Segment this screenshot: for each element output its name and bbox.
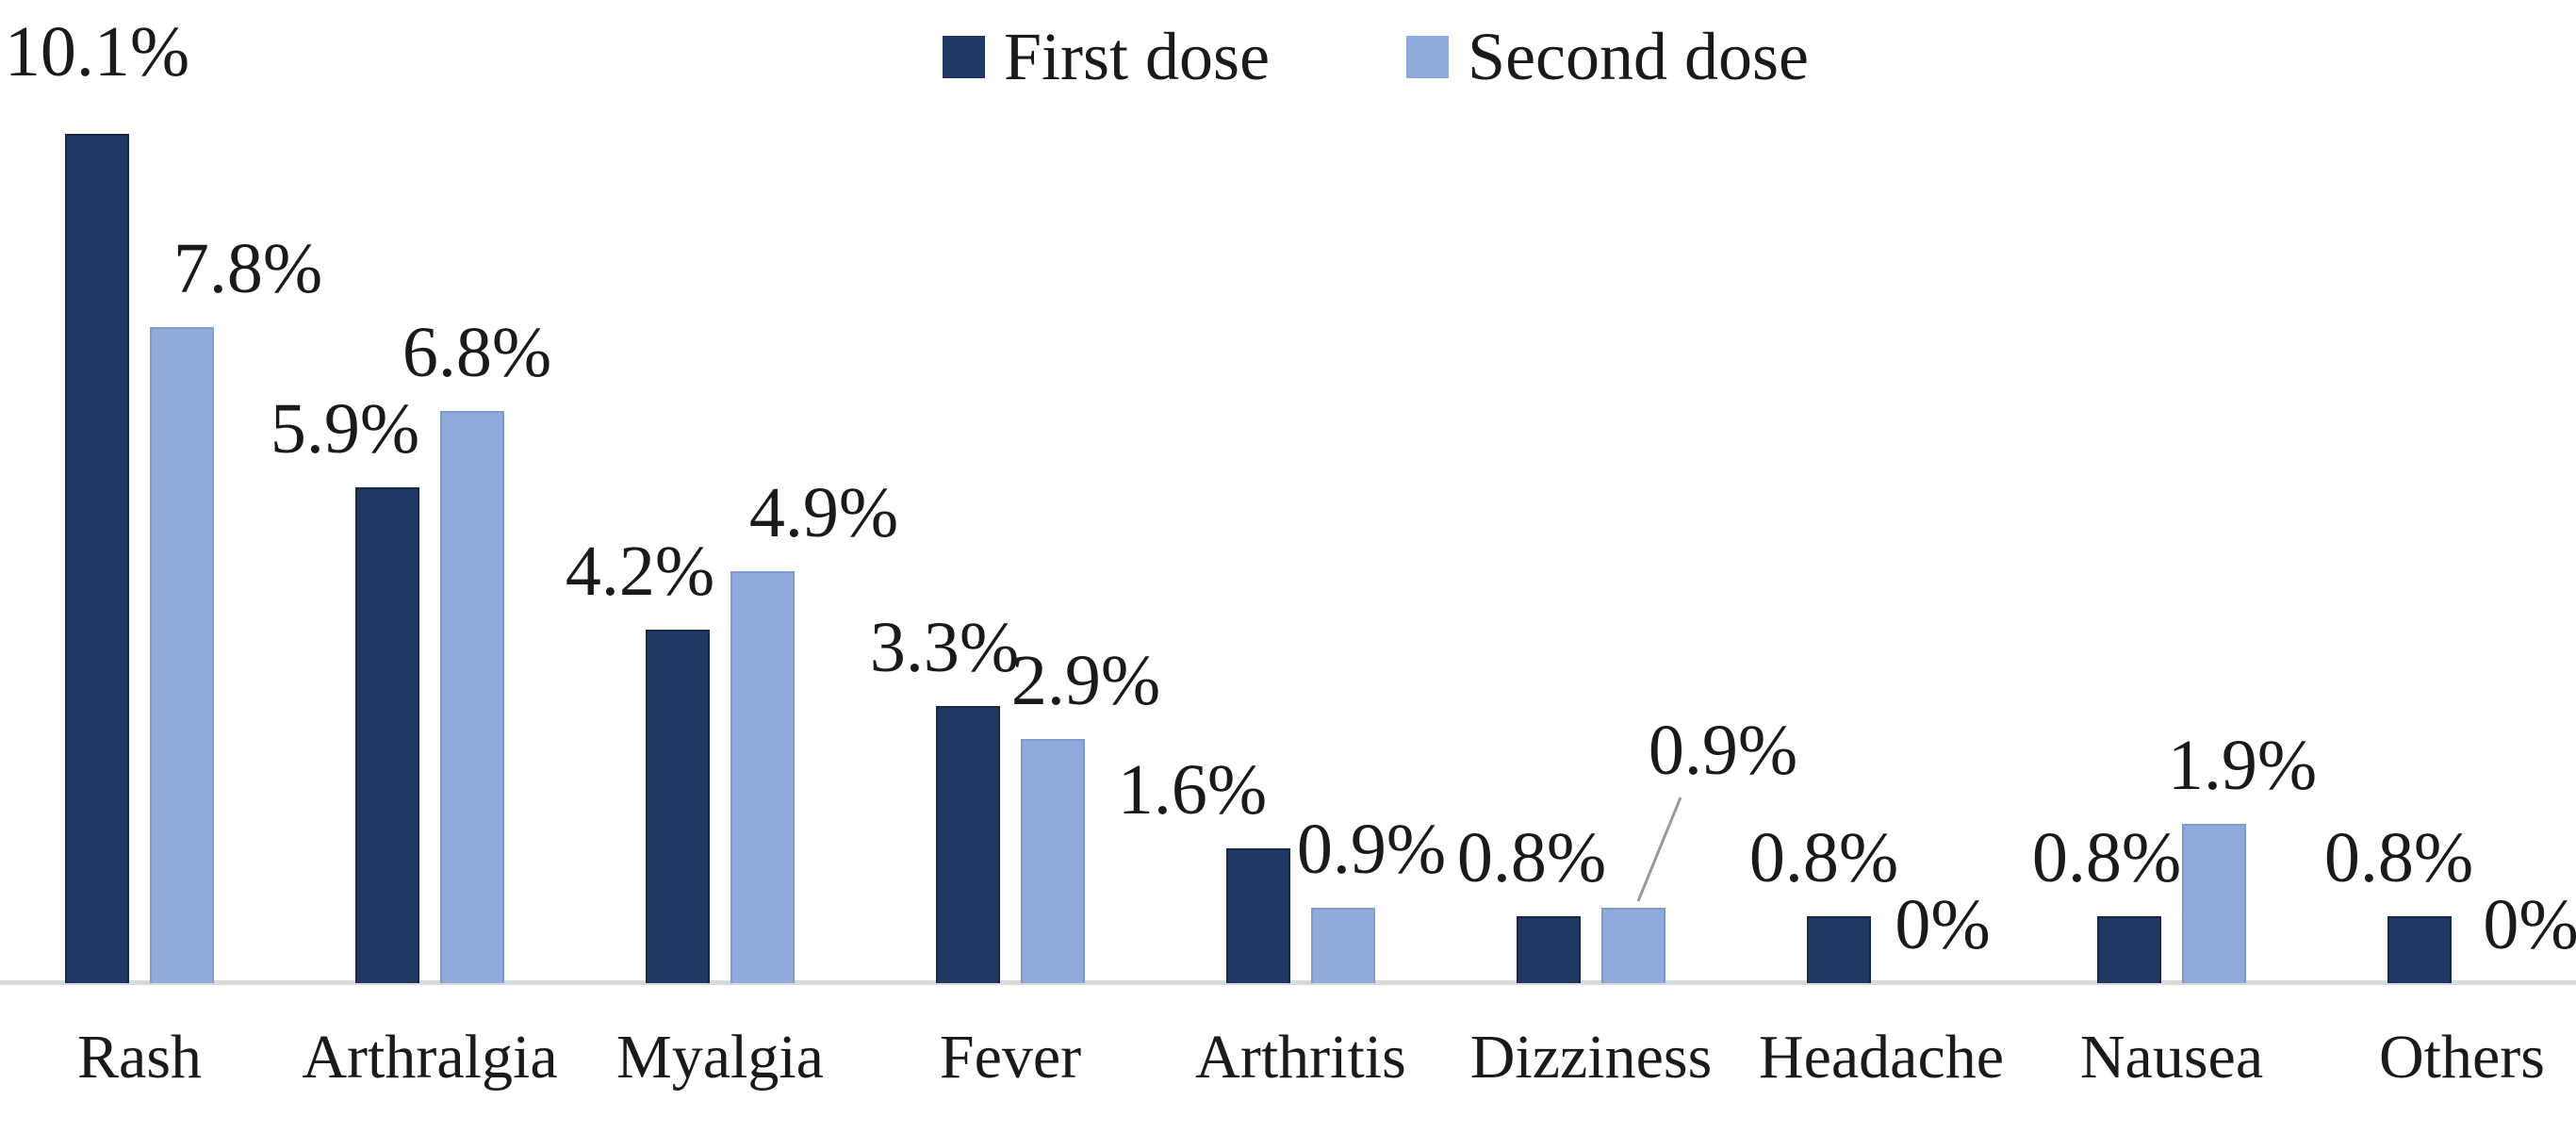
value-label-second-dose-arthritis: 0.9% (1296, 809, 1447, 889)
legend-swatch-icon (1406, 35, 1450, 78)
value-label-second-dose-nausea: 1.9% (2167, 725, 2318, 805)
bar-second-dose-dizziness (1601, 907, 1665, 983)
bar-first-dose-nausea (2097, 915, 2161, 983)
value-label-first-dose-headache: 0.8% (1748, 817, 1899, 897)
category-label-rash: Rash (77, 1023, 202, 1092)
legend-item-second-dose: Second dose (1406, 21, 1809, 92)
bar-second-dose-rash (150, 327, 214, 983)
value-label-first-dose-others: 0.8% (2323, 817, 2474, 897)
category-label-arthritis: Arthritis (1195, 1023, 1406, 1092)
bar-first-dose-arthralgia (355, 486, 419, 983)
category-label-myalgia: Myalgia (616, 1023, 824, 1092)
bar-first-dose-others (2387, 915, 2452, 983)
bar-first-dose-myalgia (646, 630, 710, 983)
value-label-first-dose-arthralgia: 5.9% (270, 388, 420, 468)
value-label-second-dose-headache: 0% (1895, 885, 1991, 964)
bar-first-dose-fever (936, 705, 1000, 983)
legend-swatch-icon (943, 35, 985, 78)
category-label-dizziness: Dizziness (1469, 1023, 1713, 1092)
bar-second-dose-fever (1021, 739, 1085, 983)
value-label-first-dose-fever: 3.3% (869, 607, 1020, 687)
bar-first-dose-rash (65, 134, 129, 983)
bar-second-dose-arthritis (1311, 907, 1375, 983)
bar-first-dose-headache (1807, 915, 1871, 983)
bar-second-dose-arthralgia (440, 411, 504, 983)
category-label-arthralgia: Arthralgia (302, 1023, 558, 1092)
value-label-second-dose-myalgia: 4.9% (748, 472, 899, 552)
value-label-first-dose-arthritis: 1.6% (1117, 750, 1268, 830)
value-label-first-dose-dizziness: 0.8% (1456, 817, 1607, 897)
bar-first-dose-arthritis (1226, 848, 1290, 983)
legend-label: Second dose (1468, 19, 1809, 94)
value-label-second-dose-arthralgia: 6.8% (402, 313, 552, 393)
category-label-nausea: Nausea (2079, 1023, 2264, 1092)
category-label-others: Others (2379, 1023, 2545, 1092)
value-label-second-dose-dizziness: 0.9% (1648, 710, 1798, 790)
value-label-second-dose-others: 0% (2483, 885, 2576, 964)
bar-second-dose-nausea (2182, 823, 2246, 983)
category-label-headache: Headache (1758, 1023, 2005, 1092)
value-label-first-dose-nausea: 0.8% (2031, 817, 2182, 897)
bar-second-dose-myalgia (730, 570, 795, 983)
chart-legend: First dose Second dose (943, 21, 1809, 92)
legend-label: First dose (1004, 19, 1271, 94)
value-label-second-dose-rash: 7.8% (172, 229, 323, 309)
bar-first-dose-dizziness (1517, 915, 1581, 983)
value-label-first-dose-myalgia: 4.2% (565, 532, 715, 612)
value-label-first-dose-rash: 10.1% (4, 12, 190, 92)
value-label-second-dose-fever: 2.9% (1010, 641, 1161, 721)
legend-item-first-dose: First dose (943, 21, 1270, 92)
category-label-fever: Fever (939, 1023, 1082, 1092)
